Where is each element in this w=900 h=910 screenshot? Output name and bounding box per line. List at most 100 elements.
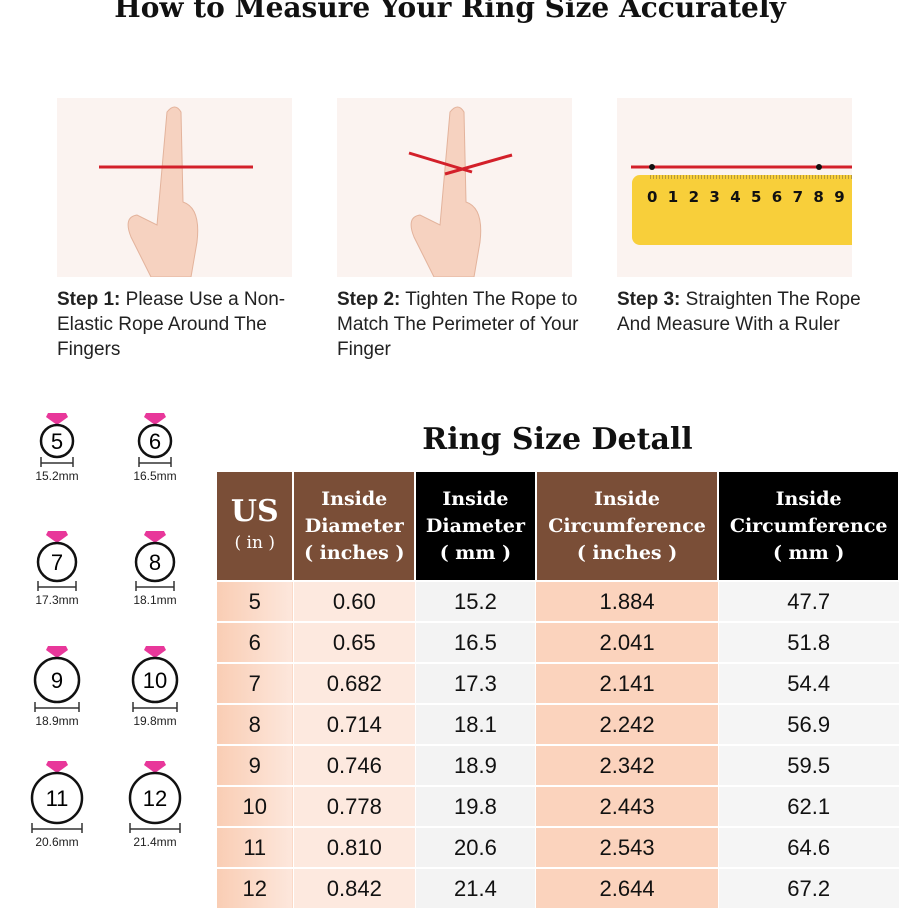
- ruler-digit: 6: [772, 188, 782, 206]
- table-cell: 67.2: [717, 867, 900, 910]
- table-cell: 59.5: [717, 744, 900, 787]
- svg-text:11: 11: [46, 786, 69, 811]
- table-cell: 2.342: [535, 744, 719, 787]
- table-cell: 18.1: [414, 703, 537, 746]
- page-title: How to Measure Your Ring Size Accurately: [114, 0, 786, 24]
- table-cell: 2.443: [535, 785, 719, 828]
- table-cell: 17.3: [414, 662, 537, 705]
- table-cell: 21.4: [414, 867, 537, 910]
- ring-icon: 6: [137, 413, 173, 467]
- ring-diagram-5: 5 15.2mm: [12, 405, 102, 483]
- step1-caption: Step 1: Please Use a Non-Elastic Rope Ar…: [57, 289, 286, 360]
- ruler-digit: 8: [813, 188, 823, 206]
- table-cell: 0.746: [292, 744, 416, 787]
- column-header: US( in ): [214, 472, 295, 582]
- ring-diagram-12: 12 21.4mm: [110, 753, 200, 849]
- svg-text:5: 5: [51, 429, 63, 454]
- ruler-digit: 5: [751, 188, 761, 206]
- ring-diameter-label: 17.3mm: [35, 593, 79, 607]
- table-cell: 47.7: [717, 580, 900, 623]
- table-row: 9 0.746 18.9 2.342 59.5: [215, 744, 900, 787]
- table-row: 11 0.810 20.6 2.543 64.6: [215, 826, 900, 869]
- table-cell: 8: [215, 703, 294, 746]
- ruler-digit: 4: [730, 188, 740, 206]
- ring-icon: 12: [128, 761, 182, 833]
- ring-icon: 11: [30, 761, 84, 833]
- table-cell: 2.242: [535, 703, 719, 746]
- table-cell: 2.644: [535, 867, 719, 910]
- svg-text:12: 12: [143, 786, 167, 811]
- table-cell: 11: [215, 826, 294, 869]
- ruler-digit: 3: [709, 188, 719, 206]
- column-header: Inside Circumference( mm ): [717, 472, 900, 582]
- ring-diagram-8: 8 18.1mm: [110, 523, 200, 607]
- table-cell: 54.4: [717, 662, 900, 705]
- ring-icon: 10: [131, 646, 179, 712]
- table-cell: 15.2: [414, 580, 537, 623]
- table-row: 12 0.842 21.4 2.644 67.2: [215, 867, 900, 910]
- table-row: 7 0.682 17.3 2.141 54.4: [215, 662, 900, 705]
- table-cell: 2.041: [535, 621, 719, 664]
- table-cell: 2.141: [535, 662, 719, 705]
- table-cell: 20.6: [414, 826, 537, 869]
- table-cell: 18.9: [414, 744, 537, 787]
- svg-text:8: 8: [149, 550, 161, 575]
- ring-icon: 7: [36, 531, 78, 591]
- ring-icon: 5: [39, 413, 75, 467]
- table-row: 8 0.714 18.1 2.242 56.9: [215, 703, 900, 746]
- table-row: 6 0.65 16.5 2.041 51.8: [215, 621, 900, 664]
- table-title: Ring Size Detall: [422, 422, 693, 457]
- table-cell: 12: [215, 867, 294, 910]
- column-header: Inside Circumference( inches ): [534, 472, 720, 582]
- ring-diagram-6: 6 16.5mm: [110, 405, 200, 483]
- ruler-digit: 9: [834, 188, 844, 206]
- ring-diagram-9: 9 18.9mm: [12, 638, 102, 728]
- svg-text:7: 7: [51, 550, 63, 575]
- svg-text:10: 10: [143, 668, 167, 693]
- ring-diameter-label: 16.5mm: [133, 469, 177, 483]
- ring-diagram-10: 10 19.8mm: [110, 638, 200, 728]
- ring-size-table: US( in ) Inside Diameter( inches ) Inside …: [214, 472, 900, 910]
- table-cell: 0.842: [292, 867, 416, 910]
- table-cell: 56.9: [717, 703, 900, 746]
- table-row: 10 0.778 19.8 2.443 62.1: [215, 785, 900, 828]
- table-cell: 6: [215, 621, 294, 664]
- svg-text:9: 9: [51, 668, 63, 693]
- column-header: Inside Diameter( inches ): [292, 472, 417, 582]
- ruler-digit: 2: [689, 188, 699, 206]
- table-cell: 0.682: [292, 662, 416, 705]
- ring-diagram-11: 11 20.6mm: [12, 753, 102, 849]
- table-cell: 0.60: [292, 580, 416, 623]
- table-cell: 0.810: [292, 826, 416, 869]
- table-cell: 0.778: [292, 785, 416, 828]
- ruler-digit: 7: [793, 188, 803, 206]
- ring-diameter-label: 15.2mm: [35, 469, 79, 483]
- table-cell: 1.884: [535, 580, 719, 623]
- ring-icon: 8: [134, 531, 176, 591]
- table-row: 5 0.60 15.2 1.884 47.7: [215, 580, 900, 623]
- svg-text:6: 6: [149, 429, 161, 454]
- table-cell: 19.8: [414, 785, 537, 828]
- column-header: Inside Diameter( mm ): [414, 472, 537, 582]
- table-cell: 0.714: [292, 703, 416, 746]
- step3-caption: Step 3: Straighten The Rope And Measure …: [617, 289, 861, 335]
- table-cell: 5: [215, 580, 294, 623]
- table-cell: 10: [215, 785, 294, 828]
- ring-diameter-label: 20.6mm: [35, 835, 79, 849]
- ring-diameter-label: 18.9mm: [35, 714, 79, 728]
- table-cell: 7: [215, 662, 294, 705]
- ring-diameter-label: 18.1mm: [133, 593, 177, 607]
- ring-icon: 9: [33, 646, 81, 712]
- step2-image: [337, 98, 572, 277]
- ring-diameter-label: 21.4mm: [133, 835, 177, 849]
- table-cell: 9: [215, 744, 294, 787]
- table-cell: 51.8: [717, 621, 900, 664]
- table-cell: 64.6: [717, 826, 900, 869]
- step1-image: [57, 98, 292, 277]
- table-cell: 62.1: [717, 785, 900, 828]
- ruler-digit: 1: [668, 188, 678, 206]
- ruler-digit: 0: [647, 188, 657, 206]
- ring-diameter-label: 19.8mm: [133, 714, 177, 728]
- table-cell: 0.65: [292, 621, 416, 664]
